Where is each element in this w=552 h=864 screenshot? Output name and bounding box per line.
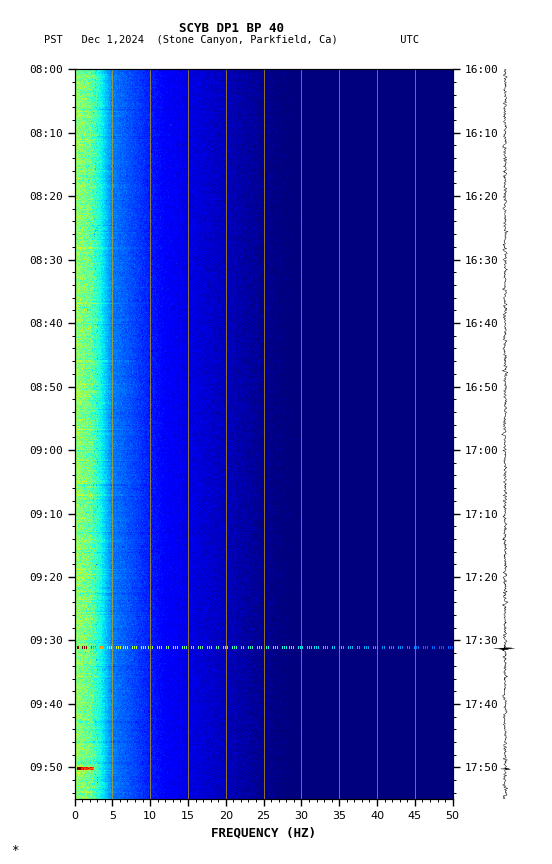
X-axis label: FREQUENCY (HZ): FREQUENCY (HZ) [211,827,316,840]
Text: PST   Dec 1,2024  (Stone Canyon, Parkfield, Ca)          UTC: PST Dec 1,2024 (Stone Canyon, Parkfield,… [44,35,420,45]
Text: *: * [11,843,19,856]
Text: SCYB DP1 BP 40: SCYB DP1 BP 40 [179,22,284,35]
